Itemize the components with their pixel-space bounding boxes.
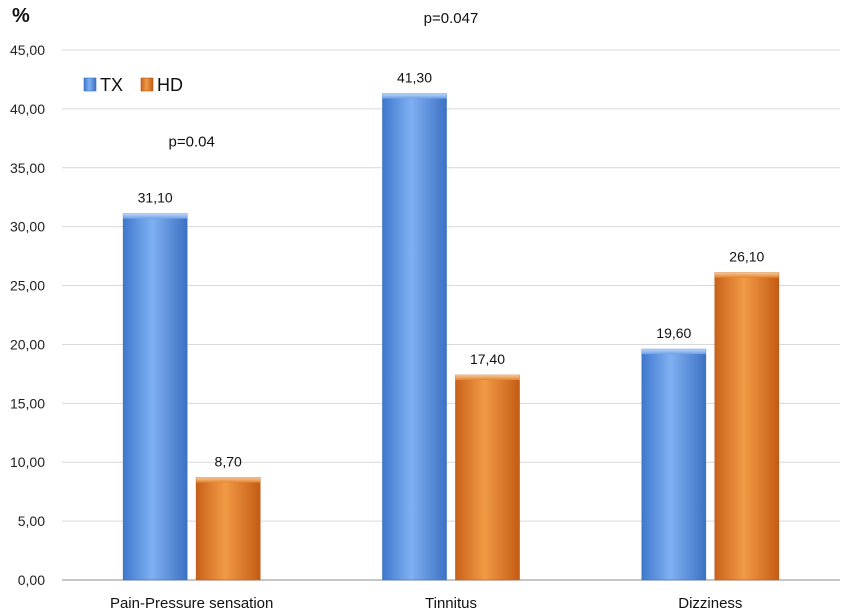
p-value-annotation: p=0.04 (169, 134, 215, 151)
bars (122, 93, 780, 581)
data-label: 26,10 (729, 249, 764, 265)
category-label: Tinnitus (425, 595, 477, 612)
bar-tx-2 (641, 348, 707, 581)
y-tick-label: 40,00 (10, 101, 45, 117)
legend-label-tx: TX (100, 75, 123, 95)
data-label: 31,10 (138, 190, 173, 206)
bar-tx-1 (382, 93, 447, 581)
bar-cap (641, 349, 706, 355)
bar-cap (382, 93, 447, 99)
bar-tx-0 (122, 213, 188, 581)
data-label: 41,30 (397, 70, 432, 86)
legend-swatch-tx (83, 77, 97, 92)
bar-hd-0 (195, 477, 261, 581)
category-label: Dizziness (678, 595, 742, 612)
y-tick-label: 15,00 (10, 395, 45, 411)
gridlines (62, 49, 840, 581)
legend-label-hd: HD (157, 75, 183, 95)
bar-body (455, 374, 520, 581)
y-tick-label: 25,00 (10, 278, 45, 294)
bar-cap (123, 213, 188, 219)
bar-body (195, 477, 261, 581)
bar-hd-2 (714, 272, 780, 581)
y-tick-label: 35,00 (10, 160, 45, 176)
y-tick-label: 45,00 (10, 42, 45, 58)
y-unit-label: % (12, 5, 30, 27)
y-tick-label: 0,00 (18, 572, 45, 588)
bar-body (122, 213, 188, 581)
y-tick-label: 30,00 (10, 219, 45, 235)
data-label: 17,40 (470, 351, 505, 367)
y-tick-label: 5,00 (18, 513, 45, 529)
category-labels: Pain-Pressure sensation Tinnitus Dizziness (110, 595, 742, 612)
data-label: 8,70 (215, 454, 242, 470)
bar-body (714, 272, 780, 581)
bar-cap (714, 272, 779, 278)
bar-hd-1 (455, 374, 520, 581)
bar-body (641, 348, 707, 581)
legend: TX HD (83, 75, 183, 95)
bar-body (382, 93, 447, 581)
data-label: 19,60 (656, 325, 691, 341)
y-tick-label: 10,00 (10, 454, 45, 470)
annotations: p=0.04 p=0.047 (169, 10, 479, 151)
bar-cap (196, 477, 261, 483)
p-value-annotation: p=0.047 (424, 10, 479, 27)
y-axis-ticks: 0,00 5,00 10,00 15,00 20,00 25,00 30,00 35,00 40… (10, 42, 45, 588)
legend-swatch-hd (140, 77, 154, 92)
y-tick-label: 20,00 (10, 336, 45, 352)
bar-cap (455, 375, 520, 381)
data-labels: 31,10 41,30 19,60 8,70 17,40 26,10 (138, 70, 765, 470)
category-label: Pain-Pressure sensation (110, 595, 273, 612)
